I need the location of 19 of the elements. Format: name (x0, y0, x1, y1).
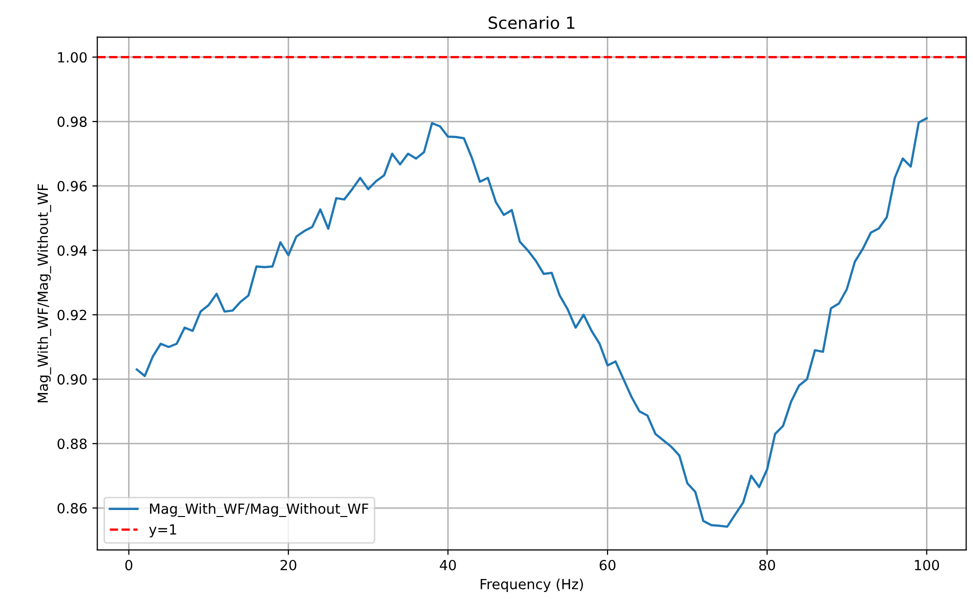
y-tick-label: 0.90 (58, 374, 87, 385)
y-tick-label: 0.94 (58, 245, 87, 256)
x-tick-label: 80 (759, 560, 776, 570)
x-axis-title: Frequency (Hz) (480, 578, 583, 592)
x-tick-label: 40 (440, 560, 456, 570)
x-tick-label: 0 (125, 560, 132, 570)
legend-label: y=1 (149, 524, 176, 538)
y-tick-label: 0.98 (58, 116, 87, 127)
x-tick-label: 20 (280, 560, 296, 570)
x-tick-label: 100 (914, 560, 940, 570)
chart-title: Scenario 1 (488, 16, 574, 30)
y-tick-label: 0.96 (58, 180, 87, 192)
y-tick-label: 1.00 (58, 52, 87, 63)
y-tick-label: 0.92 (58, 310, 86, 320)
y-tick-label: 0.86 (58, 502, 87, 514)
legend-label: Mag_With_WF/Mag_Without_WF (150, 503, 368, 517)
y-tick-label: 0.88 (58, 438, 87, 450)
x-tick-label: 60 (600, 560, 616, 570)
y-axis-title: Mag_With_WF/Mag_Without_WF (37, 184, 52, 402)
